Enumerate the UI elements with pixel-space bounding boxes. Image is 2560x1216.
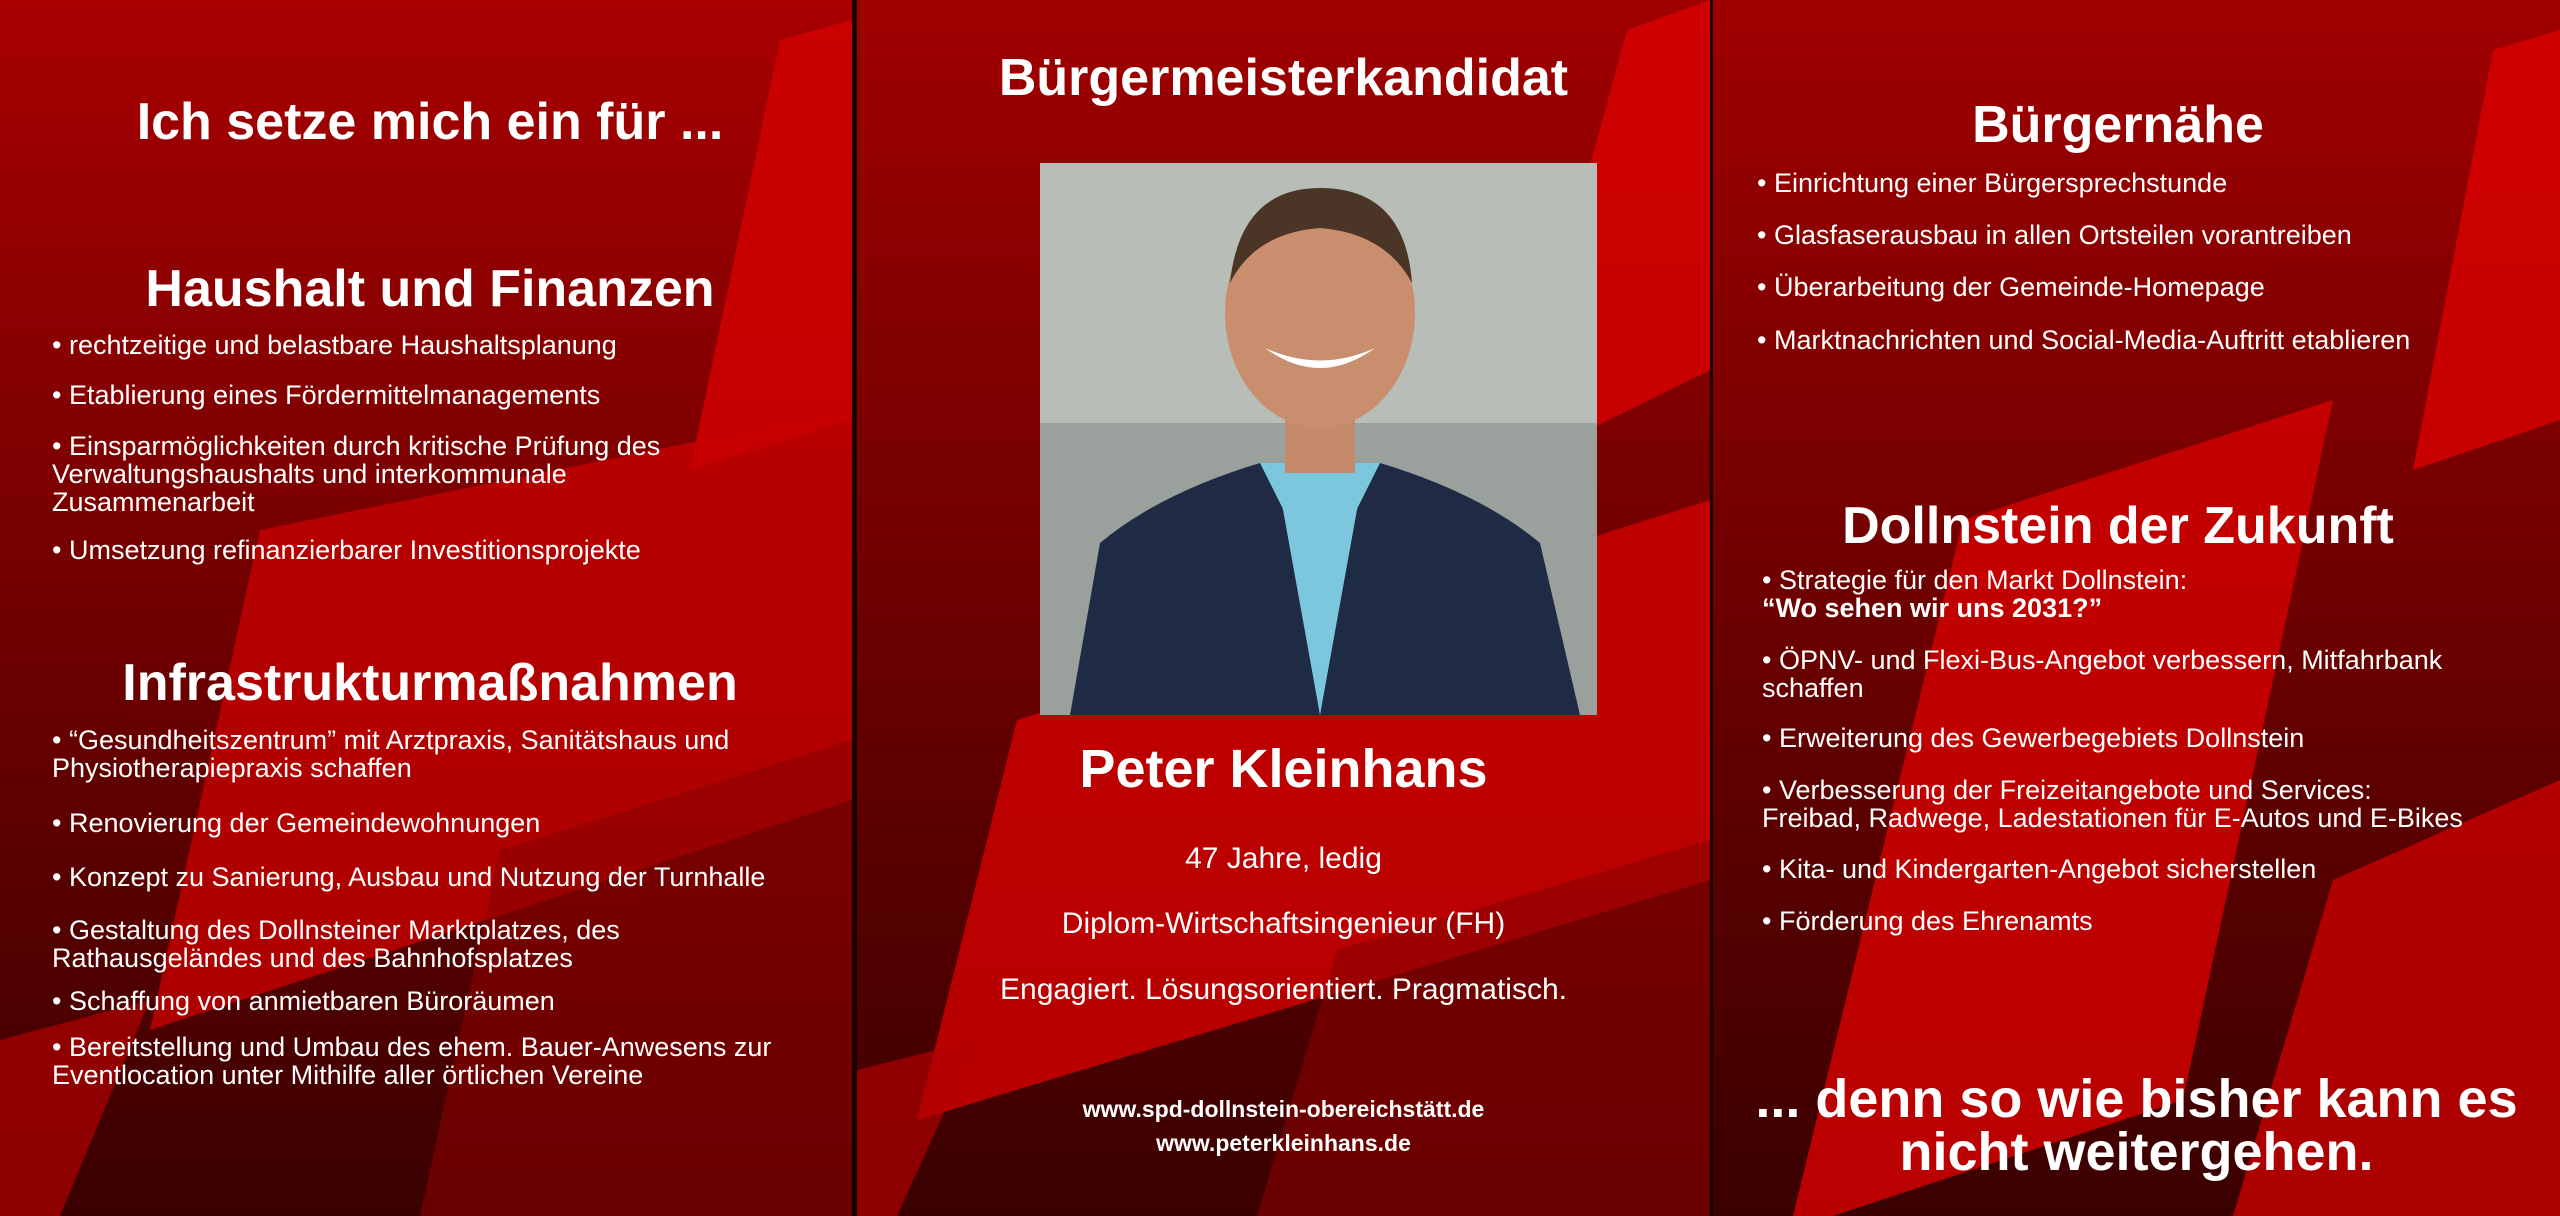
- panel-divider: [852, 0, 857, 1216]
- list-item-line: • Kita- und Kindergarten-Angebot sichers…: [1762, 854, 2317, 884]
- portrait-icon: [1040, 163, 1597, 715]
- list-item-line: • Erweiterung des Gewerbegebiets Dollnst…: [1762, 723, 2305, 753]
- candidate-photo: [1040, 163, 1597, 715]
- list-item-line: • Überarbeitung der Gemeinde-Homepage: [1757, 272, 2265, 302]
- list-item-line: • ÖPNV- und Flexi-Bus-Angebot verbessern…: [1762, 645, 2443, 675]
- list-item-line: • Umsetzung refinanzierbarer Investition…: [52, 535, 641, 565]
- closing-line-2: nicht weitergehen.: [1899, 1122, 2374, 1182]
- list-item: • Kita- und Kindergarten-Angebot sichers…: [1762, 855, 2316, 883]
- list-item: • Bereitstellung und Umbau des ehem. Bau…: [52, 1033, 771, 1089]
- section-title-future: Dollnstein der Zukunft: [1842, 497, 2394, 555]
- list-item: • Konzept zu Sanierung, Ausbau und Nutzu…: [52, 863, 765, 891]
- list-item-line: Freibad, Radwege, Ladestationen für E-Au…: [1762, 803, 2463, 833]
- list-item-line: “Wo sehen wir uns 2031?”: [1762, 593, 2103, 623]
- candidate-slogan: Engagiert. Lösungsorientiert. Pragmatisc…: [1000, 973, 1567, 1006]
- list-item-line: • “Gesundheitszentrum” mit Arztpraxis, S…: [52, 725, 730, 755]
- list-item-line: • rechtzeitige und belastbare Haushaltsp…: [52, 330, 617, 360]
- list-item: • Einsparmöglichkeiten durch kritische P…: [52, 432, 660, 516]
- list-item-line: • Bereitstellung und Umbau des ehem. Bau…: [52, 1032, 772, 1062]
- list-item-line: • Gestaltung des Dollnsteiner Marktplatz…: [52, 915, 620, 945]
- list-item-line: Physiotherapiepraxis schaffen: [52, 753, 412, 783]
- left-panel: Ich setze mich ein für ... Haushalt und …: [0, 0, 852, 1216]
- candidate-website-link[interactable]: www.peterkleinhans.de: [1156, 1130, 1411, 1156]
- list-item: • Gestaltung des Dollnsteiner Marktplatz…: [52, 916, 620, 972]
- list-item: • Glasfaserausbau in allen Ortsteilen vo…: [1757, 221, 2352, 249]
- background-pattern: [0, 0, 852, 1216]
- section-title-budget: Haushalt und Finanzen: [145, 260, 715, 318]
- list-item: • Förderung des Ehrenamts: [1762, 907, 2093, 935]
- list-item-line: • Strategie für den Markt Dollnstein:: [1762, 565, 2188, 595]
- list-item-line: • Marktnachrichten und Social-Media-Auft…: [1757, 325, 2411, 355]
- closing-line-1: ... denn so wie bisher kann es: [1755, 1069, 2518, 1129]
- list-item: • Erweiterung des Gewerbegebiets Dollnst…: [1762, 724, 2304, 752]
- candidate-heading: Bürgermeisterkandidat: [998, 49, 1569, 107]
- panel-divider: [1710, 0, 1713, 1216]
- list-item-line: Rathausgeländes und des Bahnhofsplatzes: [52, 943, 573, 973]
- list-item: • rechtzeitige und belastbare Haushaltsp…: [52, 331, 617, 359]
- background-pattern: [1713, 0, 2560, 1216]
- list-item: • “Gesundheitszentrum” mit Arztpraxis, S…: [52, 726, 729, 782]
- right-panel: Bürgernähe • Einrichtung einer Bürgerspr…: [1713, 0, 2560, 1216]
- list-item-line: Eventlocation unter Mithilfe aller örtli…: [52, 1060, 644, 1090]
- list-item-line: • Konzept zu Sanierung, Ausbau und Nutzu…: [52, 862, 766, 892]
- list-item-line: schaffen: [1762, 673, 1864, 703]
- section-title-citizen-proximity: Bürgernähe: [1972, 96, 2264, 154]
- list-item: • Einrichtung einer Bürgersprechstunde: [1757, 169, 2227, 197]
- candidate-age-status: 47 Jahre, ledig: [1185, 842, 1382, 875]
- list-item-line: • Verbesserung der Freizeitangebote und …: [1762, 775, 2372, 805]
- candidate-name: Peter Kleinhans: [1079, 739, 1488, 799]
- list-item-line: • Etablierung eines Fördermittelmanageme…: [52, 380, 601, 410]
- list-item: • Überarbeitung der Gemeinde-Homepage: [1757, 273, 2265, 301]
- intro-heading: Ich setze mich ein für ...: [136, 93, 724, 151]
- list-item-line: • Glasfaserausbau in allen Ortsteilen vo…: [1757, 220, 2352, 250]
- list-item: • Schaffung von anmietbaren Büroräumen: [52, 987, 555, 1015]
- list-item: • Etablierung eines Fördermittelmanageme…: [52, 381, 600, 409]
- section-title-infrastructure: Infrastrukturmaßnahmen: [122, 654, 738, 712]
- middle-panel: Bürgermeisterkandidat Peter Kleinhans 47…: [857, 0, 1710, 1216]
- list-item: • Strategie für den Markt Dollnstein: “W…: [1762, 566, 2187, 622]
- list-item-line: • Einsparmöglichkeiten durch kritische P…: [52, 431, 661, 461]
- list-item-line: • Renovierung der Gemeindewohnungen: [52, 808, 541, 838]
- list-item: • ÖPNV- und Flexi-Bus-Angebot verbessern…: [1762, 646, 2442, 702]
- list-item-line: • Schaffung von anmietbaren Büroräumen: [52, 986, 555, 1016]
- candidate-degree: Diplom-Wirtschaftsingenieur (FH): [1061, 907, 1506, 940]
- list-item: • Marktnachrichten und Social-Media-Auft…: [1757, 326, 2410, 354]
- list-item: • Umsetzung refinanzierbarer Investition…: [52, 536, 641, 564]
- list-item: • Renovierung der Gemeindewohnungen: [52, 809, 540, 837]
- list-item-line: Verwaltungshaushalts und interkommunale: [52, 459, 567, 489]
- list-item-line: • Einrichtung einer Bürgersprechstunde: [1757, 168, 2228, 198]
- list-item: • Verbesserung der Freizeitangebote und …: [1762, 776, 2463, 832]
- list-item-line: Zusammenarbeit: [52, 487, 255, 517]
- list-item-line: • Förderung des Ehrenamts: [1762, 906, 2093, 936]
- party-website-link[interactable]: www.spd-dollnstein-obereichstätt.de: [1082, 1096, 1485, 1122]
